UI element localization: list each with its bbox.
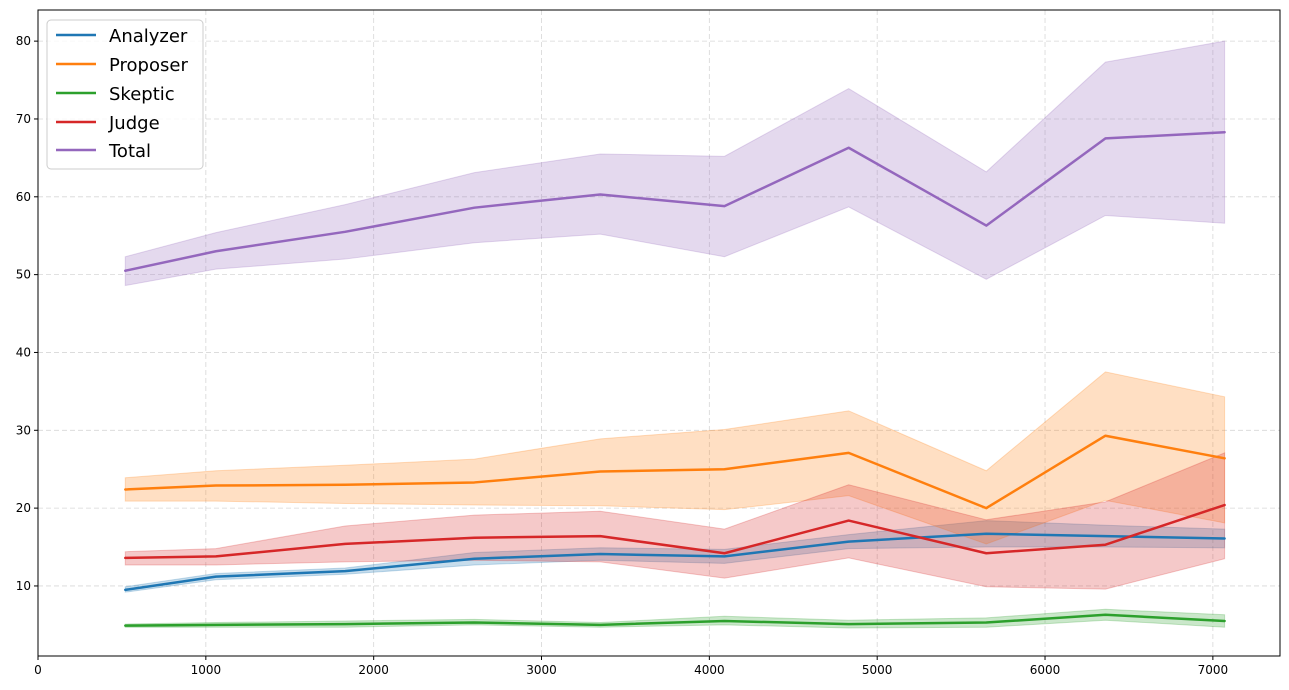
band-judge <box>124 452 1226 590</box>
y-tick-label: 30 <box>16 423 31 437</box>
legend-label: Proposer <box>109 55 188 76</box>
legend-frame <box>46 19 204 170</box>
y-tick-label: 70 <box>16 112 31 126</box>
legend-item-judge: Judge <box>56 113 160 134</box>
band-proposer <box>124 371 1226 545</box>
x-tick-label: 6000 <box>1030 663 1061 677</box>
legend-item-analyzer: Analyzer <box>56 26 188 47</box>
y-tick-label: 80 <box>16 34 31 48</box>
line-skeptic <box>124 613 1226 627</box>
band-total <box>124 40 1226 287</box>
y-tick-label: 10 <box>16 579 31 593</box>
axes: 0 1000 2000 3000 4000 5000 6000 7000 10 20 30 40 50 6… <box>16 34 1228 677</box>
x-tick-label: 7000 <box>1198 663 1229 677</box>
y-tick-label: 40 <box>16 345 31 359</box>
line-proposer <box>124 434 1226 510</box>
legend-label: Skeptic <box>109 84 175 105</box>
x-tick-label: 1000 <box>191 663 222 677</box>
legend-item-total: Total <box>56 141 151 162</box>
line-judge <box>124 503 1226 560</box>
line-total <box>124 130 1226 272</box>
legend-label: Total <box>108 141 151 162</box>
line-analyzer <box>124 532 1226 592</box>
legend: Analyzer Proposer Skeptic Judge Total <box>46 19 204 170</box>
x-tick-label: 2000 <box>358 663 389 677</box>
x-tick-label: 5000 <box>862 663 893 677</box>
x-tick-label: 0 <box>34 663 42 677</box>
legend-label: Judge <box>108 113 160 134</box>
confidence-bands <box>124 40 1226 629</box>
legend-label: Analyzer <box>109 26 188 47</box>
y-tick-label: 20 <box>16 501 31 515</box>
y-tick-label: 60 <box>16 190 31 204</box>
legend-item-skeptic: Skeptic <box>56 84 175 105</box>
legend-item-proposer: Proposer <box>56 55 188 76</box>
x-tick-label: 3000 <box>526 663 557 677</box>
x-tick-label: 4000 <box>694 663 725 677</box>
y-tick-label: 50 <box>16 268 31 282</box>
series-lines <box>124 130 1226 627</box>
grid <box>38 10 1280 656</box>
plot-frame <box>37 9 1281 657</box>
